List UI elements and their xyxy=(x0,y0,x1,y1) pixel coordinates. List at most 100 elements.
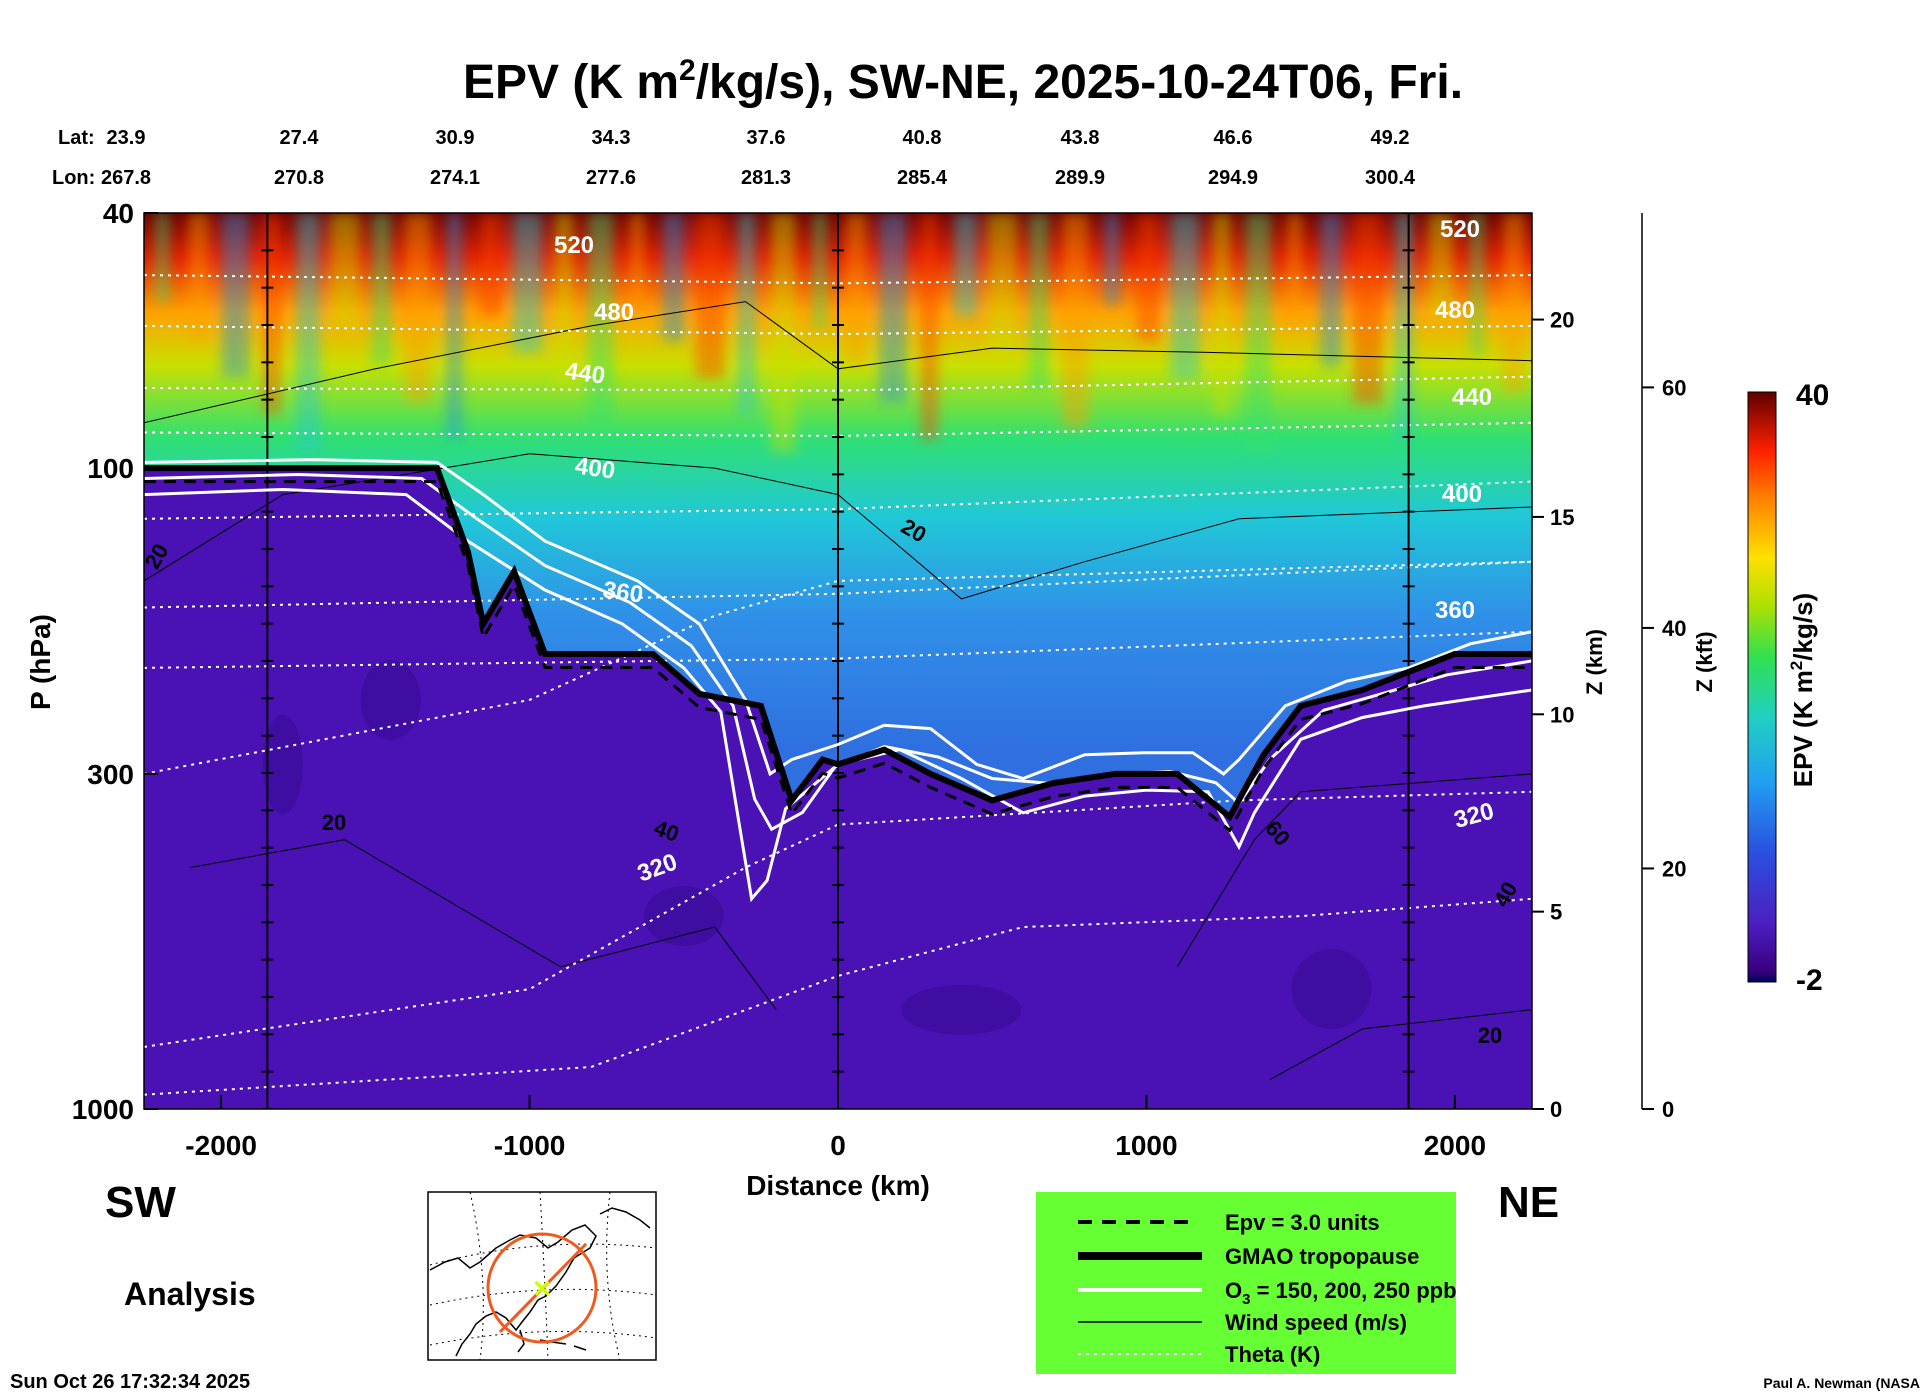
epv-streak xyxy=(1287,213,1303,330)
lon-value: 270.8 xyxy=(274,167,324,189)
x-tick-label: 0 xyxy=(830,1130,846,1161)
lat-value: 37.6 xyxy=(747,127,786,149)
epv-streak xyxy=(404,213,432,402)
epv-streaks xyxy=(155,213,1525,453)
x-tick-label: 2000 xyxy=(1424,1130,1486,1161)
epv-streak xyxy=(1061,213,1089,428)
epv-streak xyxy=(770,213,796,452)
epv-streak xyxy=(1170,213,1200,379)
epv-streak xyxy=(629,213,645,304)
tropo-patch xyxy=(1291,949,1372,1030)
gmao-tropopause-line xyxy=(144,465,1532,822)
epv-streak xyxy=(1103,213,1120,305)
ne-label: NE xyxy=(1498,1178,1559,1227)
lat-value: 23.9 xyxy=(107,127,146,149)
theta-label: 400 xyxy=(1442,481,1482,508)
wind-line xyxy=(1269,1009,1532,1081)
lon-value: 277.6 xyxy=(586,167,636,189)
inset-map: ✕ xyxy=(427,1191,657,1361)
epv-streak xyxy=(188,213,210,340)
lat-row-label: Lat: xyxy=(58,127,95,149)
epv-streak xyxy=(329,213,361,328)
epv-streak xyxy=(1353,213,1383,404)
legend: Epv = 3.0 units GMAO tropopause O3 = 150… xyxy=(1036,1192,1457,1374)
credit: Paul A. Newman (NASA xyxy=(1763,1375,1920,1391)
epv-streak xyxy=(986,213,1018,354)
wind-line xyxy=(144,301,1532,424)
epv-streak xyxy=(155,213,170,303)
y-tick-label: 40 xyxy=(103,198,134,229)
epv-streak xyxy=(1212,213,1232,416)
legend-ozone-label: O3 = 150, 200, 250 ppb xyxy=(1225,1278,1457,1308)
z-km-tick-label: 0 xyxy=(1550,1097,1562,1122)
wind-line xyxy=(190,839,777,1010)
lat-value: 34.3 xyxy=(592,127,631,149)
lon-value: 285.4 xyxy=(897,167,948,189)
map-graticule xyxy=(429,1192,656,1360)
epv-streak xyxy=(1136,213,1160,342)
y-axis-title: P (hPa) xyxy=(25,614,56,710)
x-tick-label: -2000 xyxy=(185,1130,257,1161)
colorbar xyxy=(1747,391,1777,983)
colorbar-title: EPV (K m2/kg/s) xyxy=(1787,593,1818,787)
z-kft-tick-label: 20 xyxy=(1662,856,1686,881)
epv-streak xyxy=(695,213,725,378)
x-tick-label: 1000 xyxy=(1115,1130,1177,1161)
lon-value: 289.9 xyxy=(1055,167,1105,189)
epv-streak xyxy=(845,213,867,366)
z-kft-tick-label: 60 xyxy=(1662,375,1686,400)
wind-label: 20 xyxy=(1478,1023,1502,1048)
epv-streak xyxy=(812,213,827,329)
legend-theta-label: Theta (K) xyxy=(1225,1342,1320,1367)
z-kft-tick-label: 40 xyxy=(1662,616,1686,641)
z-km-axis-title: Z (km) xyxy=(1582,629,1607,695)
theta-contours xyxy=(144,274,1532,1096)
tropo-patch xyxy=(901,984,1022,1035)
colorbar-max-label: 40 xyxy=(1796,379,1829,412)
map-transect-line xyxy=(498,1242,588,1334)
lat-value: 49.2 xyxy=(1371,127,1410,149)
tropo-patch xyxy=(360,659,421,740)
legend-epv-label: Epv = 3.0 units xyxy=(1225,1210,1380,1235)
tropo-patch xyxy=(262,714,303,815)
timestamp: Sun Oct 26 17:32:34 2025 xyxy=(10,1371,250,1393)
lat-value: 40.8 xyxy=(903,127,942,149)
wind-label: 20 xyxy=(322,810,346,835)
theta-label: 440 xyxy=(563,357,606,389)
inset-map-frame xyxy=(427,1191,657,1361)
epv-streak xyxy=(1245,213,1272,453)
wind-line xyxy=(1176,773,1532,968)
theta-label: 400 xyxy=(573,452,616,484)
map-range-circle xyxy=(486,1232,598,1344)
analysis-label: Analysis xyxy=(124,1276,256,1312)
lon-value: 274.1 xyxy=(430,167,480,189)
ozone-150-contour xyxy=(144,458,1532,781)
theta-label: 480 xyxy=(594,299,634,326)
chart-title: EPV (K m2/kg/s), SW-NE, 2025-10-24T06, F… xyxy=(463,54,1463,109)
troposphere-patches xyxy=(262,659,1372,1035)
lon-row-label: Lon: xyxy=(52,167,95,189)
lon-value: 281.3 xyxy=(741,167,791,189)
z-km-tick-label: 20 xyxy=(1550,308,1574,333)
lon-value: 267.8 xyxy=(101,167,151,189)
z-km-tick-label: 5 xyxy=(1550,900,1562,925)
epv-streak xyxy=(1320,213,1343,367)
epv-streak xyxy=(878,213,907,403)
epv-streak xyxy=(446,213,463,439)
lat-lon-stations: 23.9 267.8 27.4 270.8 30.9 274.1 34.3 277.6 37.6… xyxy=(101,127,1416,189)
theta-label: 520 xyxy=(554,232,594,259)
tropo-patch xyxy=(643,886,724,947)
z-km-tick-label: 15 xyxy=(1550,505,1574,530)
epv-streak xyxy=(371,213,392,365)
x-tick-label: -1000 xyxy=(494,1130,566,1161)
epv-streak xyxy=(296,213,321,451)
lat-value: 30.9 xyxy=(436,127,475,149)
z-kft-tick-label: 0 xyxy=(1662,1097,1674,1122)
y-tick-label: 300 xyxy=(87,759,134,790)
epv-streak xyxy=(1470,213,1485,355)
epv-streak xyxy=(263,213,281,414)
lon-value: 294.9 xyxy=(1208,167,1258,189)
lat-value: 46.6 xyxy=(1214,127,1253,149)
epv-3-contour xyxy=(144,480,1532,833)
